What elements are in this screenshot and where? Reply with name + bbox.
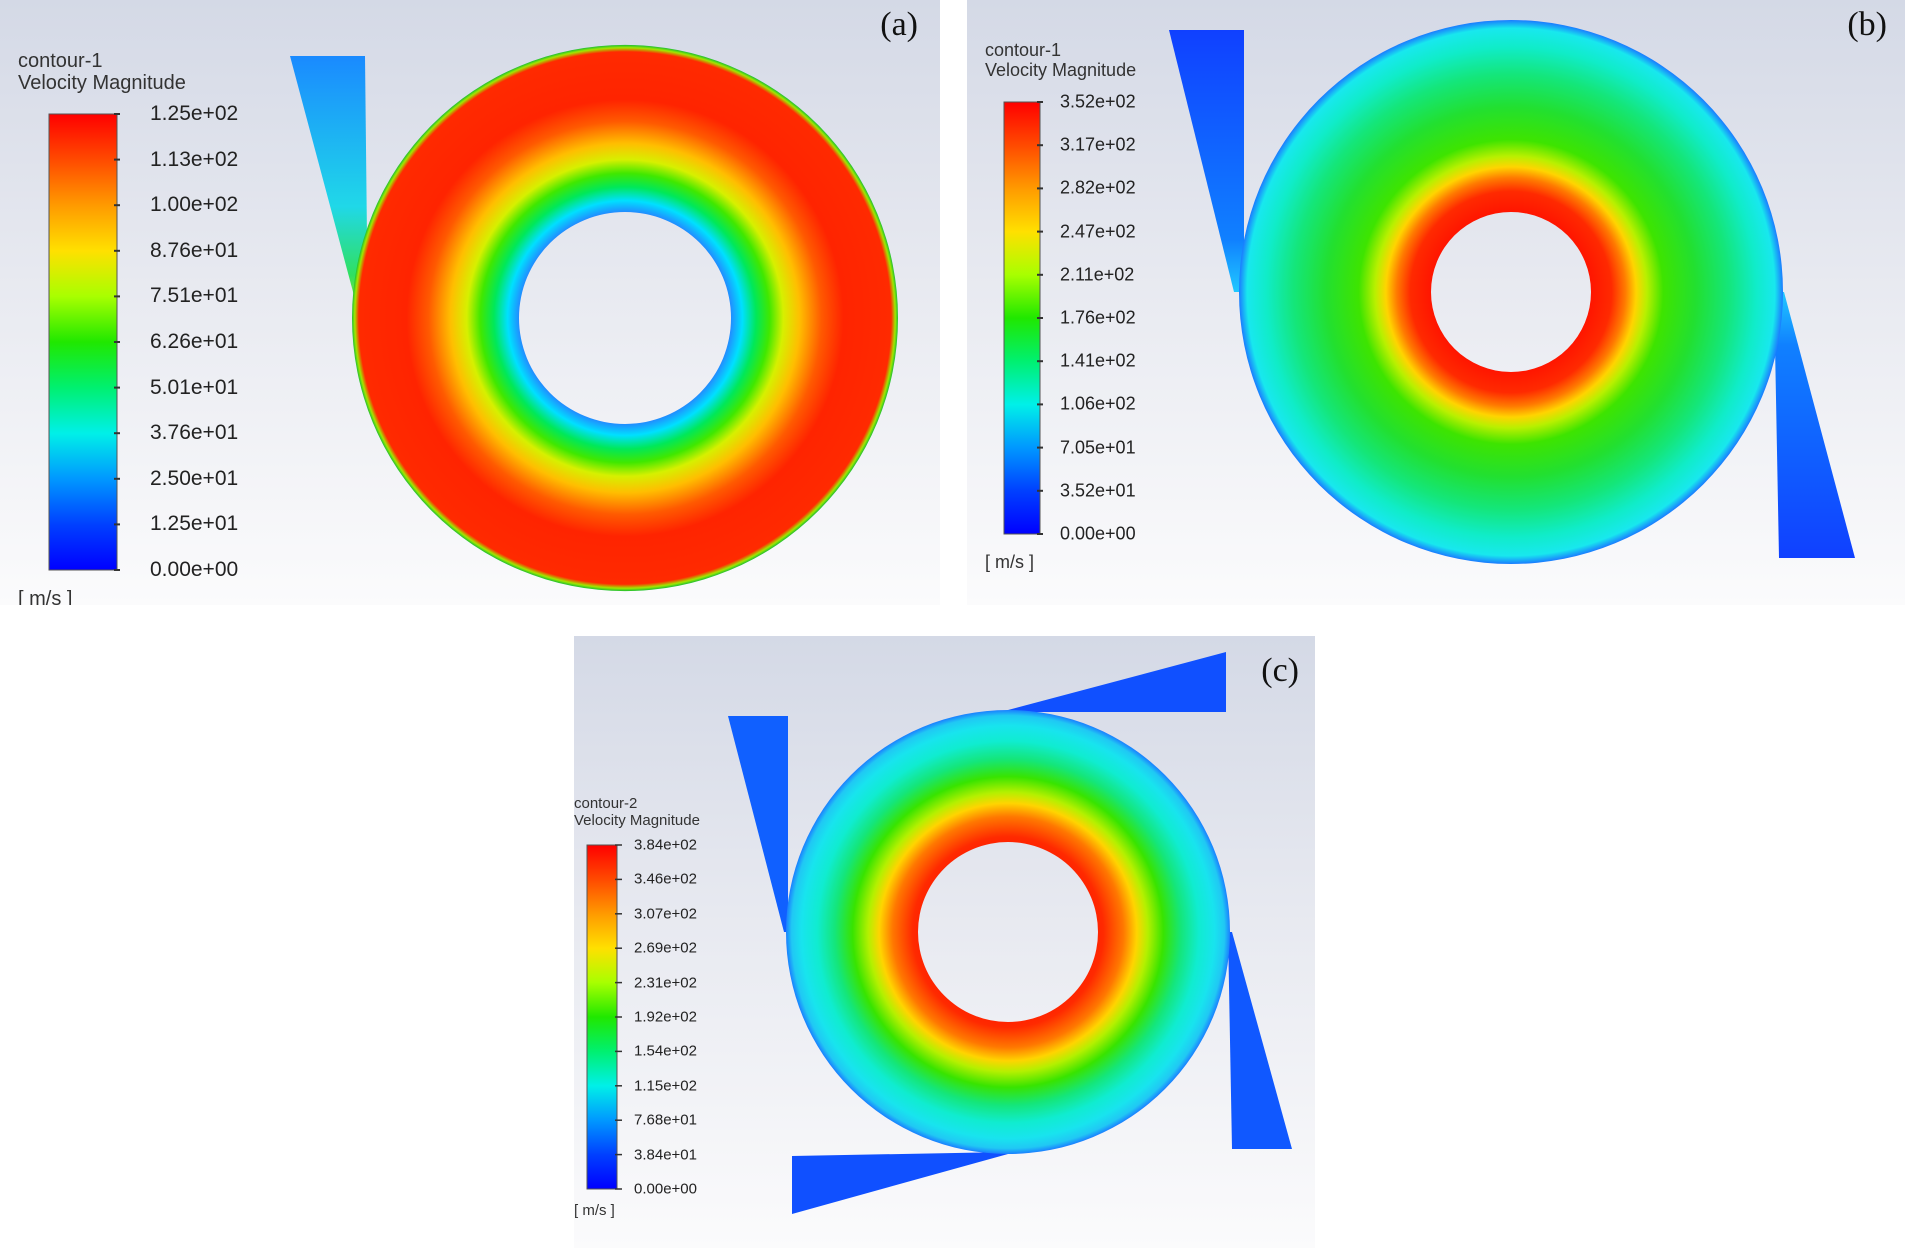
contour-plot-a: [290, 44, 898, 592]
tick-label: 5.01e+01: [150, 375, 239, 399]
contour-title-a: contour-1 Velocity Magnitude: [18, 50, 186, 95]
tick-label: 0.00e+00: [634, 1180, 697, 1198]
tick-label: 2.47e+02: [1060, 221, 1136, 242]
inlet-b-left: [1169, 30, 1244, 292]
colorbar-ticks-c: 3.84e+02 3.46e+02 3.07e+02 2.69e+02 2.31…: [634, 837, 724, 1198]
tick-label: 2.82e+02: [1060, 177, 1136, 198]
contour-name: contour-1: [18, 50, 103, 72]
tick-label: 6.26e+01: [150, 330, 239, 353]
tick-label: 3.52e+01: [1060, 480, 1136, 501]
panel-c: (c) contour-2 Velocity Magnitude 3.84e: [574, 636, 1315, 1248]
tick-label: 0.00e+00: [1060, 523, 1136, 544]
tick-label: 1.25e+02: [150, 102, 239, 125]
contour-plot-c: [728, 652, 1292, 1214]
colorbar-ticks-a: 1.25e+02 1.13e+02 1.00e+02 8.76e+01 7.51…: [150, 102, 270, 581]
tick-label: 3.17e+02: [1060, 134, 1136, 155]
tick-label: 3.84e+02: [634, 836, 697, 854]
panel-label-c: (c): [1261, 652, 1299, 689]
tick-label: 1.06e+02: [1060, 393, 1136, 414]
tick-label: 3.52e+02: [1060, 91, 1136, 112]
quantity-name: Velocity Magnitude: [18, 72, 186, 95]
tick-label: 2.50e+01: [150, 466, 239, 490]
inlet-b-right: [1774, 292, 1855, 558]
tick-label: 7.05e+01: [1060, 437, 1136, 458]
tick-label: 1.92e+02: [634, 1008, 697, 1026]
tick-label: 1.25e+01: [150, 512, 239, 536]
units-label-b: [ m/s ]: [985, 552, 1034, 572]
quantity-name: Velocity Magnitude: [985, 60, 1137, 81]
colorbar-ticks-b: 3.52e+02 3.17e+02 2.82e+02 2.47e+02 2.11…: [1060, 92, 1170, 544]
panel-label-a: (a): [880, 6, 918, 43]
tick-label: 2.69e+02: [634, 939, 697, 957]
tick-label: 2.31e+02: [634, 974, 697, 992]
panel-b: (b) contour-1 Velocity Magnitude 3.52e: [967, 0, 1905, 605]
tick-label: 7.51e+01: [150, 284, 239, 308]
tick-label: 2.11e+02: [1060, 264, 1135, 285]
tick-label: 1.54e+02: [634, 1042, 697, 1060]
tick-label: 8.76e+01: [150, 238, 239, 262]
tick-label: 1.15e+02: [634, 1077, 697, 1095]
inlet-c-bottom: [792, 1152, 1008, 1214]
contour-name: contour-1: [985, 40, 1062, 60]
tick-label: 1.13e+02: [150, 147, 239, 171]
panel-label-b: (b): [1847, 6, 1887, 43]
quantity-name: Velocity Magnitude: [574, 811, 700, 829]
tick-label: 1.00e+02: [150, 193, 239, 217]
tick-label: 3.46e+02: [634, 870, 697, 888]
tick-label: 3.76e+01: [150, 421, 239, 445]
tick-label: 3.07e+02: [634, 905, 697, 923]
panel-a: (a) contour-1 Velocity Magnitude 1.25e: [0, 0, 940, 605]
colorbar-c: [586, 844, 622, 1190]
colorbar-a: [48, 113, 120, 571]
inlet-c-right: [1228, 932, 1292, 1149]
contour-title-b: contour-1 Velocity Magnitude: [985, 40, 1136, 80]
annulus-c: [786, 710, 1230, 1154]
contour-plot-b: [1169, 20, 1855, 564]
annulus-b: [1239, 20, 1783, 564]
contour-title-c: contour-2 Velocity Magnitude: [574, 795, 700, 830]
inlet-c-topright: [1008, 652, 1226, 712]
inlet-c-topleft: [728, 716, 788, 932]
inlet-a: [290, 56, 368, 330]
annulus-a: [351, 44, 898, 592]
tick-label: 0.00e+00: [150, 558, 239, 581]
units-label-c: [ m/s ]: [574, 1202, 615, 1219]
tick-label: 3.84e+01: [634, 1146, 697, 1164]
tick-label: 7.68e+01: [634, 1111, 697, 1129]
tick-label: 1.76e+02: [1060, 307, 1136, 328]
colorbar-b: [1003, 101, 1043, 535]
contour-name: contour-2: [574, 795, 638, 812]
units-label-a: [ m/s ]: [18, 588, 73, 605]
tick-label: 1.41e+02: [1060, 350, 1136, 371]
